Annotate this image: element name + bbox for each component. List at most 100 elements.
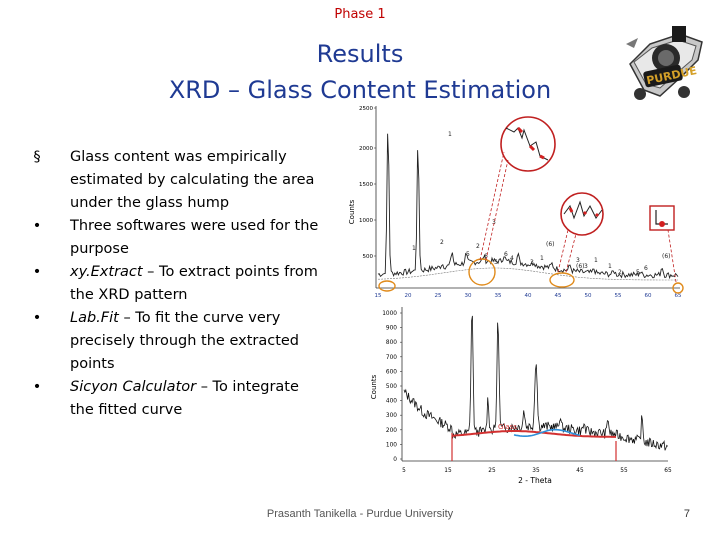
y-tick-label: 600 [386, 369, 397, 375]
x-tick-label: 45 [576, 468, 584, 474]
y-tick-label: 100 [386, 442, 397, 448]
bullet-text: Three softwares were used for the purpos… [70, 218, 319, 257]
x-tick-label: 35 [495, 293, 502, 299]
x-tick-label: 25 [435, 293, 442, 299]
x-tick-label: 55 [620, 468, 628, 474]
y-tick-label: 200 [386, 428, 397, 434]
peak-label: 1 [412, 245, 416, 252]
peak-label: 1 [540, 255, 544, 262]
peak-label: 6 [504, 251, 508, 258]
purdue-logo-icon: PURDUE [626, 26, 703, 100]
peak-label: 1 [448, 131, 452, 138]
bullet-item: • Sicyon Calculator – To integrate the fi… [33, 376, 326, 422]
x-axis-label: 2 - Theta [518, 476, 552, 485]
hump-circle [468, 258, 496, 286]
peak-label: 2 [440, 239, 444, 246]
slide-title: Results XRD – Glass Content Estimation [0, 36, 720, 108]
footer-author: Prasanth Tanikella - Purdue University [266, 508, 454, 520]
bullet-marker: • [32, 218, 42, 234]
peak-label: 3 [584, 263, 588, 270]
peak-label: (6) [576, 263, 585, 270]
y-tick-label: 300 [386, 413, 397, 419]
y-tick-label: 500 [363, 254, 374, 260]
bullet-marker: • [32, 310, 42, 326]
x-tick-label: 65 [664, 468, 672, 474]
phase-label: Phase 1 [334, 7, 386, 22]
x-tick-label: 15 [375, 293, 382, 299]
peak-label: 5 [636, 269, 640, 276]
x-tick-label: 65 [675, 293, 682, 299]
zoom-callout [500, 116, 556, 172]
x-tick-label: 35 [532, 468, 540, 474]
peak-label: 5 [466, 251, 470, 258]
x-tick-label: 60 [645, 293, 652, 299]
y-tick-label: 0 [393, 457, 397, 463]
glass-hump-baseline [377, 267, 678, 281]
xrd-pattern-line [377, 133, 679, 280]
zoom-callout [649, 205, 675, 231]
peak-label: 3 [530, 259, 534, 266]
y-axis-label: Counts [370, 374, 378, 399]
fitted-curve [451, 430, 616, 438]
page-number: 7 [683, 508, 690, 520]
peak-label: 3 [492, 219, 496, 226]
y-tick-label: 2000 [359, 146, 373, 152]
bullet-list: § Glass content was empirically estimated… [33, 146, 326, 422]
y-tick-label: 2500 [359, 106, 373, 112]
peak-label: 1 [608, 263, 612, 270]
peak-label: 5 [494, 259, 498, 266]
x-tick-label: 20 [405, 293, 412, 299]
peak-label: 3 [576, 257, 580, 264]
bullet-marker: • [32, 379, 42, 395]
bullet-item: • Three softwares were used for the purpo… [33, 215, 326, 261]
bullet-marker: • [32, 264, 42, 280]
peak-label: (6) [662, 253, 671, 260]
x-tick-label: 50 [585, 293, 592, 299]
bullet-software-name: xy.Extract [70, 264, 143, 280]
bullet-item: • xy.Extract – To extract points from the… [33, 261, 326, 307]
zoom-callout [560, 192, 604, 236]
glass-annotation: Glass [498, 423, 517, 431]
peak-label: 6 [484, 253, 488, 260]
glass-fitted-curve [513, 428, 581, 437]
x-tick-label: 40 [525, 293, 532, 299]
x-tick-label: 30 [465, 293, 472, 299]
bullet-item: • Lab.Fit – To fit the curve very precise… [33, 307, 326, 376]
bullet-text: – To integrate the fitted curve [70, 379, 299, 418]
peak-label: 6 [644, 265, 648, 272]
bullet-marker: § [33, 149, 41, 165]
bullet-text: – To fit the curve very precisely throug… [70, 310, 300, 372]
bullet-text: – To extract points from the XRD pattern [70, 264, 318, 303]
bullet-text: Glass content was empirically estimated … [70, 149, 315, 211]
x-tick-label: 25 [488, 468, 496, 474]
bullet-software-name: Sicyon Calculator [70, 379, 197, 395]
y-tick-label: 800 [386, 340, 397, 346]
x-tick-label: 5 [402, 468, 406, 474]
x-tick-label: 55 [615, 293, 622, 299]
x-tick-label: 15 [444, 468, 452, 474]
title-line-1: Results [316, 40, 404, 68]
y-tick-label: 900 [386, 326, 397, 332]
y-tick-label: 1500 [359, 182, 373, 188]
y-tick-label: 1000 [359, 218, 373, 224]
y-tick-label: 500 [386, 384, 397, 390]
peak-label: 4 [510, 255, 514, 262]
peak-label: 1 [594, 257, 598, 264]
x-tick-label: 45 [555, 293, 562, 299]
peak-label: (6) [546, 241, 555, 248]
title-line-2: XRD – Glass Content Estimation [168, 76, 552, 104]
y-tick-label: 400 [386, 399, 397, 405]
peak-label: 2 [476, 243, 480, 250]
hump-circle [672, 282, 684, 294]
xrd-pattern-line [403, 315, 668, 451]
y-tick-label: 700 [386, 355, 397, 361]
bullet-software-name: Lab.Fit [70, 310, 119, 326]
hump-circle [378, 280, 396, 292]
peak-label: 2 [618, 269, 622, 276]
y-axis-label: Counts [348, 199, 356, 224]
y-tick-label: 1000 [382, 311, 397, 317]
bullet-item: § Glass content was empirically estimated… [33, 146, 326, 215]
hump-circle [549, 272, 575, 288]
